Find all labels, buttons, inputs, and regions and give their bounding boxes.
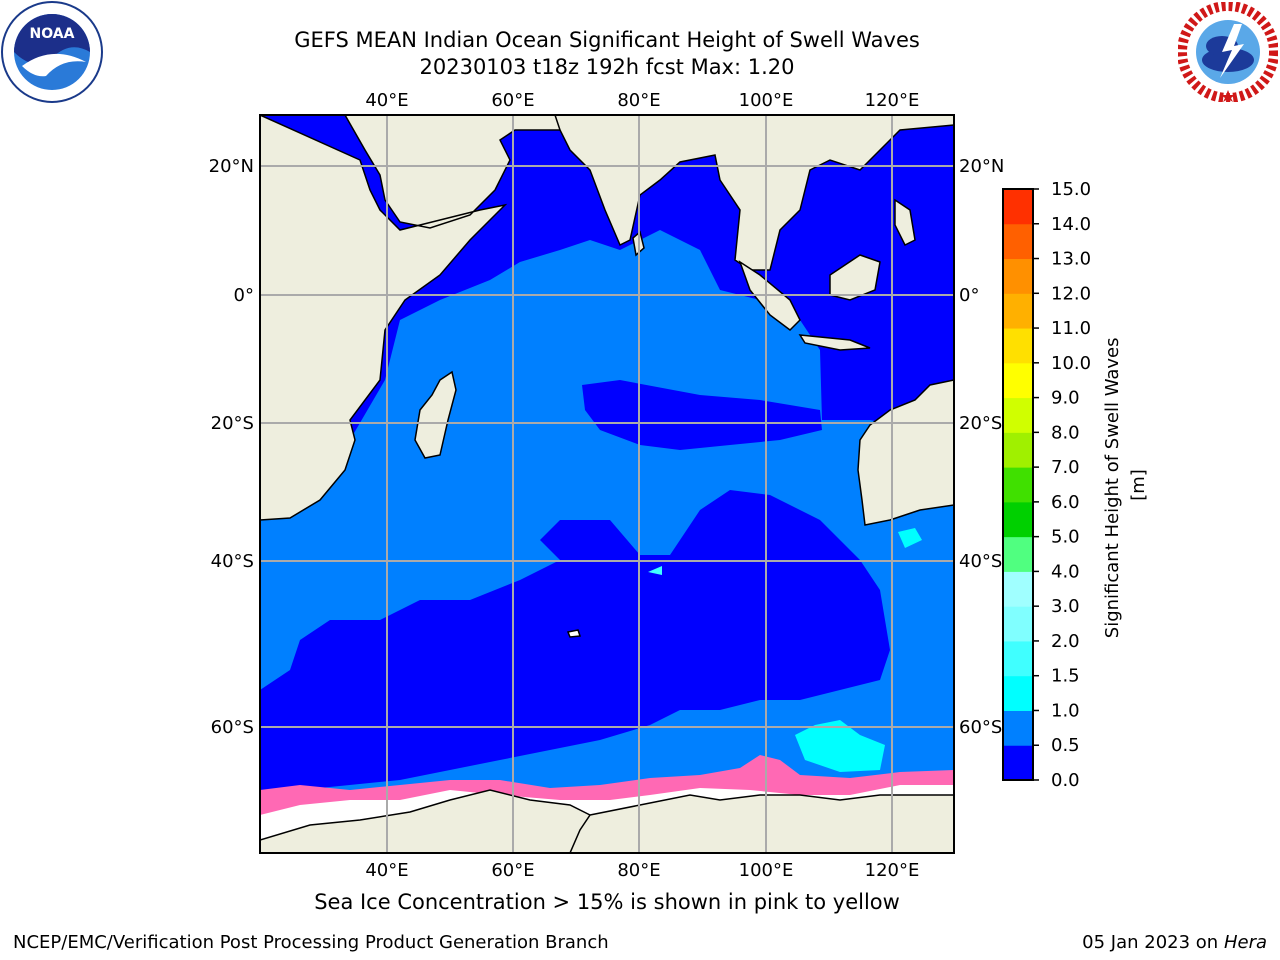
colorbar-tick-label: 14.0 xyxy=(1051,214,1091,235)
colorbar-swatch xyxy=(1003,745,1033,781)
colorbar-swatch xyxy=(1003,328,1033,364)
lon-label: 100°E xyxy=(739,90,794,111)
colorbar-swatch xyxy=(1003,397,1033,433)
colorbar-swatch xyxy=(1003,467,1033,503)
colorbar-tick-label: 9.0 xyxy=(1051,388,1080,409)
lat-label: 20°N xyxy=(959,156,1004,177)
map-area xyxy=(260,115,954,853)
colorbar-label: Significant Height of Swell Waves [m] xyxy=(1102,332,1149,638)
colorbar-swatch xyxy=(1003,223,1033,260)
colorbar-tick-label: 0.0 xyxy=(1051,770,1080,791)
colorbar-tick-label: 1.5 xyxy=(1051,666,1080,687)
land-antarctica xyxy=(260,789,954,853)
colorbar-tick-label: 11.0 xyxy=(1051,318,1091,339)
lat-labels-right: 20°N 0° 20°S 40°S 60°S xyxy=(959,156,1004,738)
colorbar-tick-label: 10.0 xyxy=(1051,353,1091,374)
colorbar-swatch xyxy=(1003,293,1033,329)
colorbar-tick-label: 0.5 xyxy=(1051,735,1080,756)
credit-text: NCEP/EMC/Verification Post Processing Pr… xyxy=(13,932,609,953)
cyan-patch-mid xyxy=(648,566,662,575)
date-label: 05 Jan 2023 on xyxy=(1082,932,1219,953)
cyan-patch-east xyxy=(898,528,922,548)
gridlines xyxy=(260,115,954,853)
lon-labels-bottom: 40°E 60°E 80°E 100°E 120°E xyxy=(365,860,919,881)
map-frame xyxy=(259,114,955,854)
colorbar-swatches xyxy=(1003,189,1033,781)
lat-labels-left: 20°N 0° 20°S 40°S 60°S xyxy=(209,156,254,738)
colorbar-swatch xyxy=(1003,606,1033,642)
lon-label: 60°E xyxy=(491,90,534,111)
lon-label: 80°E xyxy=(617,90,660,111)
noaa-logo: NOAA xyxy=(1,1,103,103)
nws-logo xyxy=(1178,2,1278,102)
lat-label: 60°S xyxy=(959,717,1002,738)
land-australia xyxy=(857,379,954,526)
lon-label: 40°E xyxy=(365,860,408,881)
ocean-low-south xyxy=(260,490,890,790)
colorbar-swatch xyxy=(1003,258,1033,294)
colorbar-frame xyxy=(1002,188,1034,781)
land-philippines xyxy=(894,198,916,247)
lat-label: 20°S xyxy=(959,413,1002,434)
lat-label: 40°S xyxy=(211,551,254,572)
colorbar-swatch xyxy=(1003,362,1033,399)
lat-label: 20°S xyxy=(211,413,254,434)
lon-label: 120°E xyxy=(865,860,920,881)
land-madagascar xyxy=(414,370,457,459)
colorbar-swatch xyxy=(1003,640,1033,677)
colorbar-tick-label: 2.0 xyxy=(1051,631,1080,652)
land-asia xyxy=(554,115,954,271)
lat-label: 0° xyxy=(234,285,254,306)
chart-subtitle: 20230103 t18z 192h fcst Max: 1.20 xyxy=(419,55,795,79)
colorbar-swatch xyxy=(1003,571,1033,607)
colorbar-tick-label: 4.0 xyxy=(1051,561,1080,582)
lon-label: 120°E xyxy=(865,90,920,111)
colorbar-tick-label: 5.0 xyxy=(1051,527,1080,548)
colorbar-tick-label: 3.0 xyxy=(1051,596,1080,617)
lon-label: 40°E xyxy=(365,90,408,111)
colorbar-tick-label: 12.0 xyxy=(1051,283,1091,304)
host-label: Hera xyxy=(1223,932,1267,953)
lon-labels-top: 40°E 60°E 80°E 100°E 120°E xyxy=(365,90,919,111)
lon-label: 60°E xyxy=(491,860,534,881)
lat-label: 0° xyxy=(959,285,979,306)
colorbar-tick-label: 6.0 xyxy=(1051,492,1080,513)
sea-ice-note: Sea Ice Concentration > 15% is shown in … xyxy=(314,890,900,914)
chart-title: GEFS MEAN Indian Ocean Significant Heigh… xyxy=(294,28,920,52)
colorbar-swatch xyxy=(1003,501,1033,538)
colorbar-tick-label: 7.0 xyxy=(1051,457,1080,478)
land-java xyxy=(798,334,871,351)
land-kerguelen xyxy=(566,629,582,638)
colorbar-swatch xyxy=(1003,189,1033,225)
colorbar-tick-label: 1.0 xyxy=(1051,700,1080,721)
colorbar-swatch xyxy=(1003,432,1033,468)
lat-label: 20°N xyxy=(209,156,254,177)
lat-label: 60°S xyxy=(211,717,254,738)
colorbar: 0.0 0.5 1.0 1.5 2.0 3.0 4.0 5.0 6.0 7.0 8.0 9.0 10.0… xyxy=(1002,179,1149,791)
colorbar-swatch xyxy=(1003,675,1033,711)
noaa-logo-text: NOAA xyxy=(30,26,75,42)
colorbar-swatch xyxy=(1003,536,1033,572)
cyan-patch-south xyxy=(795,720,885,772)
lon-label: 100°E xyxy=(739,860,794,881)
colorbar-tick-label: 13.0 xyxy=(1051,249,1091,270)
colorbar-tick-label: 8.0 xyxy=(1051,422,1080,443)
ocean-low-patch xyxy=(582,380,822,450)
land-africa xyxy=(260,115,561,521)
lon-label: 80°E xyxy=(617,860,660,881)
colorbar-swatch xyxy=(1003,710,1033,746)
colorbar-ticks: 0.0 0.5 1.0 1.5 2.0 3.0 4.0 5.0 6.0 7.0 8.0 9.0 10.0… xyxy=(1033,179,1091,791)
colorbar-tick-label: 15.0 xyxy=(1051,179,1091,200)
lat-label: 40°S xyxy=(959,551,1002,572)
date-text: 05 Jan 2023 on Hera xyxy=(1082,932,1267,953)
